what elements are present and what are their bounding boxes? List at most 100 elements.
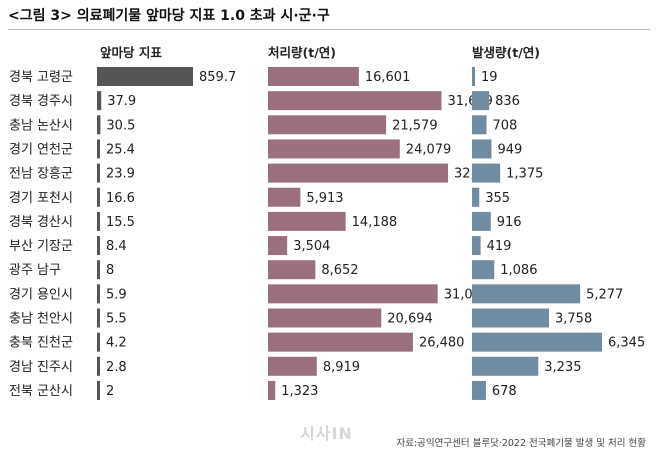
data-label: 916 xyxy=(497,215,522,230)
category-label: 부산 기장군 xyxy=(9,239,73,254)
data-label: 1,375 xyxy=(506,167,543,182)
bar-generation xyxy=(472,236,481,256)
column-header-index: 앞마당 지표 xyxy=(100,45,162,60)
data-label: 3,504 xyxy=(293,239,330,254)
bar-treatment xyxy=(268,332,413,352)
category-label: 경기 용인시 xyxy=(9,287,73,302)
bar-index xyxy=(97,236,100,256)
data-label: 15.5 xyxy=(106,215,135,230)
data-label: 2.8 xyxy=(106,360,127,375)
data-label: 14,188 xyxy=(352,215,398,230)
category-label: 전남 장흥군 xyxy=(9,167,73,182)
data-label: 5.9 xyxy=(106,287,127,302)
data-label: 1,086 xyxy=(500,263,537,278)
data-label: 26,480 xyxy=(419,336,465,351)
data-label: 836 xyxy=(495,94,520,109)
category-label: 전북 군산시 xyxy=(9,384,73,399)
data-label: 1,323 xyxy=(281,384,318,399)
bar-treatment xyxy=(268,115,387,135)
data-label: 3,758 xyxy=(555,312,592,327)
bar-generation xyxy=(472,67,475,86)
data-label: 949 xyxy=(497,142,522,157)
title-divider xyxy=(8,29,650,30)
category-label: 경북 경주시 xyxy=(9,94,73,109)
data-label: 5.5 xyxy=(106,312,127,327)
category-label: 충남 논산시 xyxy=(9,118,73,133)
bar-treatment xyxy=(268,139,400,159)
data-label: 5,277 xyxy=(586,287,623,302)
bar-treatment xyxy=(268,91,442,111)
data-label: 2 xyxy=(106,384,114,399)
bar-index xyxy=(97,211,100,231)
data-label: 355 xyxy=(485,191,510,206)
data-label: 4.2 xyxy=(106,336,127,351)
bar-generation xyxy=(472,211,491,231)
bar-generation xyxy=(472,380,486,400)
bar-treatment xyxy=(268,211,346,231)
bar-index xyxy=(97,91,102,111)
bar-treatment xyxy=(268,260,316,280)
bar-treatment xyxy=(268,67,359,86)
bar-treatment xyxy=(268,380,276,400)
bar-generation xyxy=(472,284,581,304)
bar-generation xyxy=(472,187,480,207)
data-label: 5,913 xyxy=(306,191,343,206)
bar-index xyxy=(97,115,101,135)
bar-generation xyxy=(472,332,602,352)
column-header-generation: 발생량(t/연) xyxy=(472,45,540,60)
watermark: 시사IN xyxy=(300,424,353,443)
data-label: 678 xyxy=(492,384,517,399)
column-header-treatment: 처리량(t/연) xyxy=(268,45,336,60)
data-label: 8 xyxy=(106,263,114,278)
bar-generation xyxy=(472,356,539,376)
data-label: 16.6 xyxy=(106,191,135,206)
bar-generation xyxy=(472,91,490,111)
data-label: 21,579 xyxy=(392,118,438,133)
bar-treatment xyxy=(268,236,288,256)
data-label: 8,652 xyxy=(321,263,358,278)
data-label: 3,235 xyxy=(544,360,581,375)
bar-treatment xyxy=(268,356,317,376)
data-label: 8,919 xyxy=(323,360,360,375)
bar-index xyxy=(97,380,100,400)
data-label: 19 xyxy=(481,70,498,85)
bar-index xyxy=(97,308,100,328)
data-label: 419 xyxy=(487,239,512,254)
category-label: 광주 남구 xyxy=(9,263,61,278)
bar-index xyxy=(97,332,100,352)
data-label: 16,601 xyxy=(365,70,411,85)
data-label: 6,345 xyxy=(608,336,645,351)
bar-index xyxy=(97,163,100,183)
source-note: 자료:공익연구센터 블루닷·2022 전국폐기물 발생 및 처리 현황 xyxy=(396,438,646,449)
category-label: 충북 진천군 xyxy=(9,336,73,351)
bar-treatment xyxy=(268,284,438,304)
bar-generation xyxy=(472,308,549,328)
bar-index xyxy=(97,139,100,159)
category-label: 경기 포천시 xyxy=(9,191,73,206)
category-label: 경남 진주시 xyxy=(9,360,73,375)
bar-generation xyxy=(472,115,487,135)
bar-treatment xyxy=(268,163,448,183)
chart-title: <그림 3> 의료폐기물 앞마당 지표 1.0 초과 시·군·구 xyxy=(8,8,330,24)
bar-index xyxy=(97,356,100,376)
bar-generation xyxy=(472,163,501,183)
bar-index xyxy=(97,67,193,86)
data-label: 23.9 xyxy=(106,167,135,182)
data-label: 37.9 xyxy=(107,94,136,109)
bar-treatment xyxy=(268,308,382,328)
category-label: 경북 고령군 xyxy=(9,70,73,85)
category-label: 경기 연천군 xyxy=(9,142,73,157)
bar-generation xyxy=(472,139,492,159)
bar-index xyxy=(97,187,100,207)
data-label: 30.5 xyxy=(106,118,135,133)
category-label: 충남 천안시 xyxy=(9,312,73,327)
category-label: 경북 경산시 xyxy=(9,215,73,230)
bar-index xyxy=(97,260,100,280)
data-label: 708 xyxy=(493,118,518,133)
bar-index xyxy=(97,284,100,304)
data-label: 20,694 xyxy=(387,312,433,327)
data-label: 25.4 xyxy=(106,142,135,157)
data-label: 859.7 xyxy=(199,70,236,85)
data-label: 8.4 xyxy=(106,239,127,254)
